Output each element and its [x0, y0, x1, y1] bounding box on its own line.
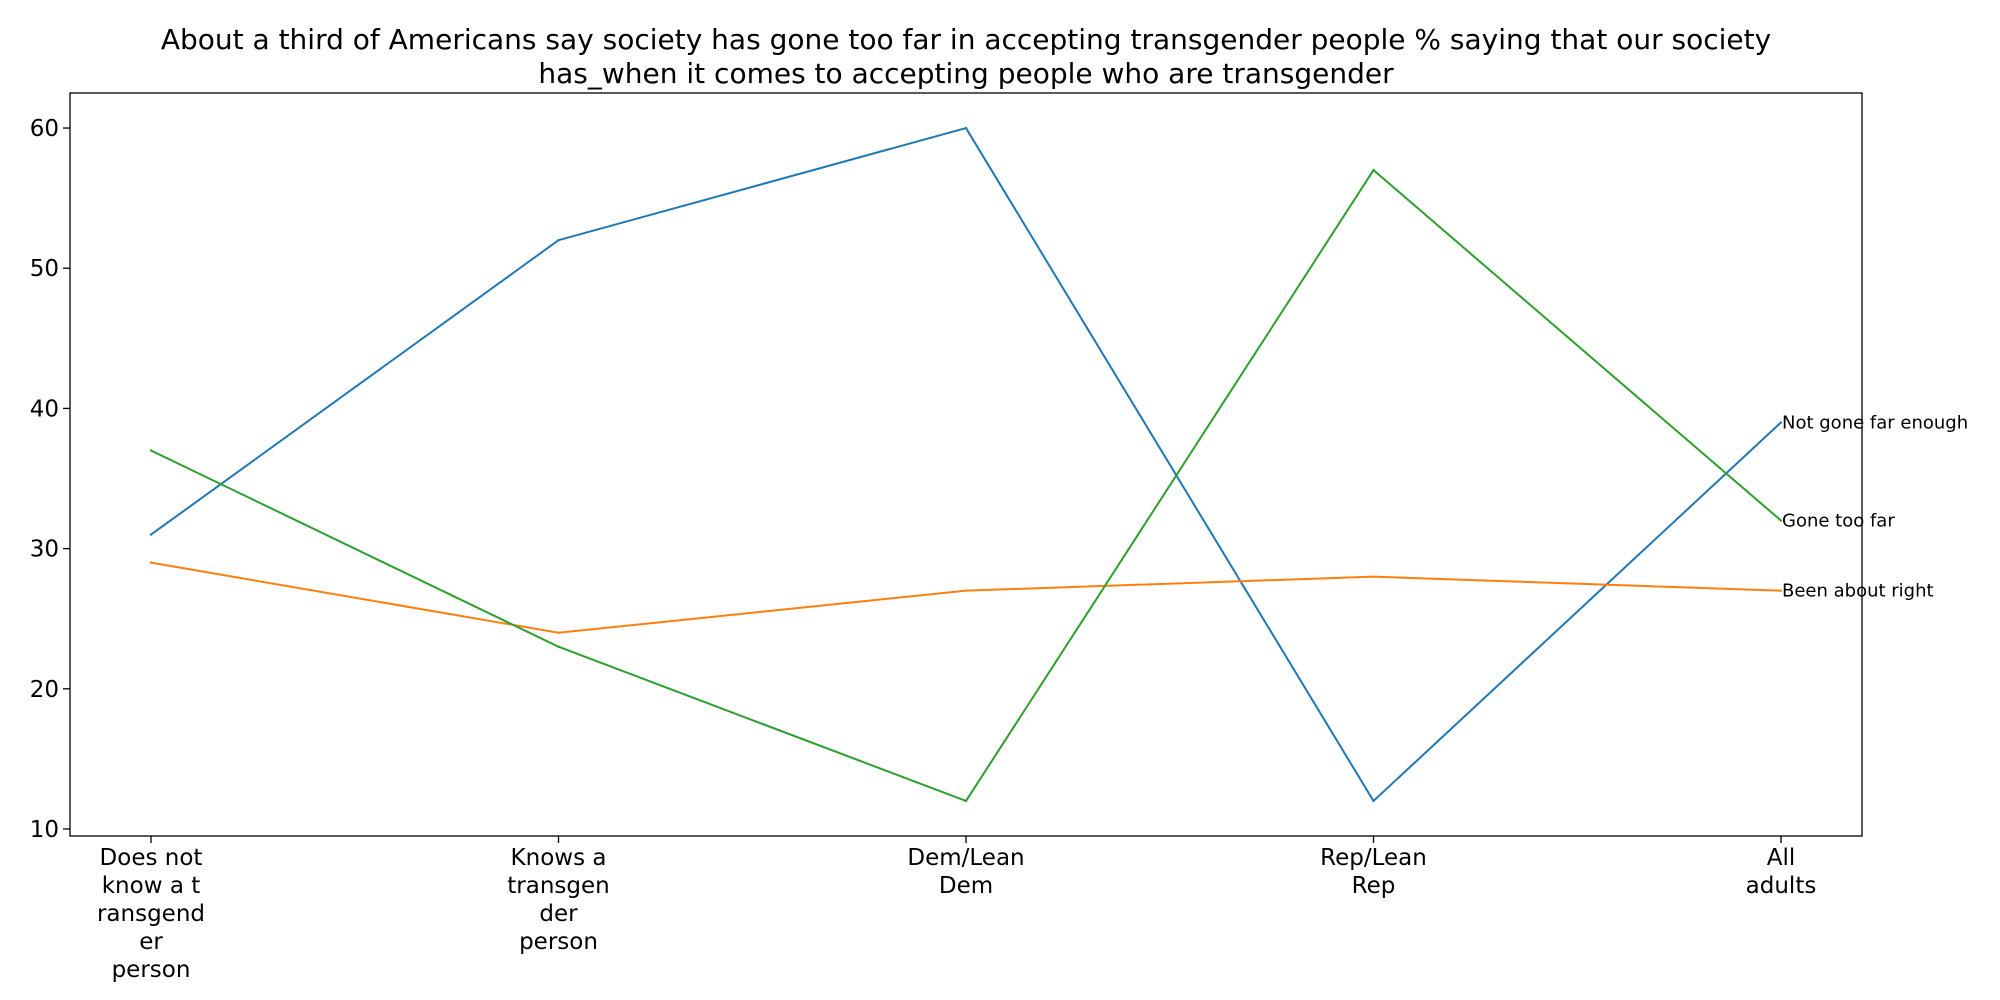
x-tick-label-line: know a t [102, 873, 201, 899]
x-tick-label-line: adults [1746, 873, 1817, 899]
data-point-been-about-right [964, 589, 968, 592]
data-point-not-gone-far-enough [1372, 799, 1375, 803]
data-point-not-gone-far-enough [557, 238, 560, 242]
x-tick-label-line: er [139, 929, 163, 955]
data-point-been-about-right [557, 631, 560, 634]
y-axis: 10 20 30 40 50 60 [30, 116, 70, 843]
x-tick-label-line: Knows a [511, 845, 607, 871]
data-point-not-gone-far-enough [149, 533, 153, 536]
chart-title-text: About a third of Americans say society h… [161, 23, 1771, 90]
x-tick-label: Dem/Lean Dem [907, 845, 1024, 899]
x-tick-label-line: Dem [939, 873, 993, 899]
y-tick-label: 10 [30, 817, 59, 843]
chart-title-line: has_when it comes to accepting people wh… [538, 57, 1394, 90]
chart-title-line: About a third of Americans say society h… [161, 23, 1771, 56]
data-point-been-about-right [1372, 575, 1375, 578]
x-tick-label-line: person [112, 957, 191, 983]
chart-title: About a third of Americans say society h… [161, 23, 1771, 90]
x-tick-label-line: All [1767, 845, 1796, 871]
series-label-not-gone-far-enough: Not gone far enough [1782, 412, 1968, 433]
x-tick-label-line: Does not [100, 845, 203, 871]
data-point-not-gone-far-enough [1779, 421, 1783, 424]
series-label-been-about-right: Been about right [1782, 581, 1934, 602]
x-tick-label-line: der [539, 901, 578, 927]
data-point-not-gone-far-enough [964, 126, 968, 130]
series-label-gone-too-far: Gone too far [1782, 511, 1895, 532]
y-tick-label: 20 [30, 677, 59, 703]
x-tick-label: Rep/Lean Rep [1320, 845, 1427, 899]
y-tick-label: 40 [30, 396, 59, 422]
y-tick-label: 30 [30, 537, 59, 563]
y-tick-label: 50 [30, 256, 59, 282]
x-tick-label-line: Rep [1352, 873, 1396, 899]
data-point-gone-too-far [557, 645, 560, 648]
data-point-gone-too-far [149, 449, 153, 452]
y-tick-label: 60 [30, 116, 59, 142]
data-point-gone-too-far [1372, 168, 1375, 172]
x-tick-label-line: Rep/Lean [1320, 845, 1427, 871]
x-tick-label-line: person [519, 929, 598, 955]
x-tick-label: Does not know a t ransgend er person [97, 845, 205, 983]
x-tick-label: All adults [1746, 845, 1817, 899]
x-tick-label: Knows a transgen der person [507, 845, 609, 955]
data-point-been-about-right [149, 561, 153, 564]
series-lines [149, 126, 1783, 803]
x-tick-label-line: transgen [507, 873, 609, 899]
data-point-gone-too-far [964, 799, 968, 803]
x-tick-label-line: Dem/Lean [907, 845, 1024, 871]
data-point-gone-too-far [1779, 519, 1783, 522]
x-tick-label-line: ransgend [97, 901, 205, 927]
data-point-been-about-right [1779, 589, 1783, 592]
series-end-labels: Not gone far enough Been about right Gone … [1782, 412, 1968, 601]
